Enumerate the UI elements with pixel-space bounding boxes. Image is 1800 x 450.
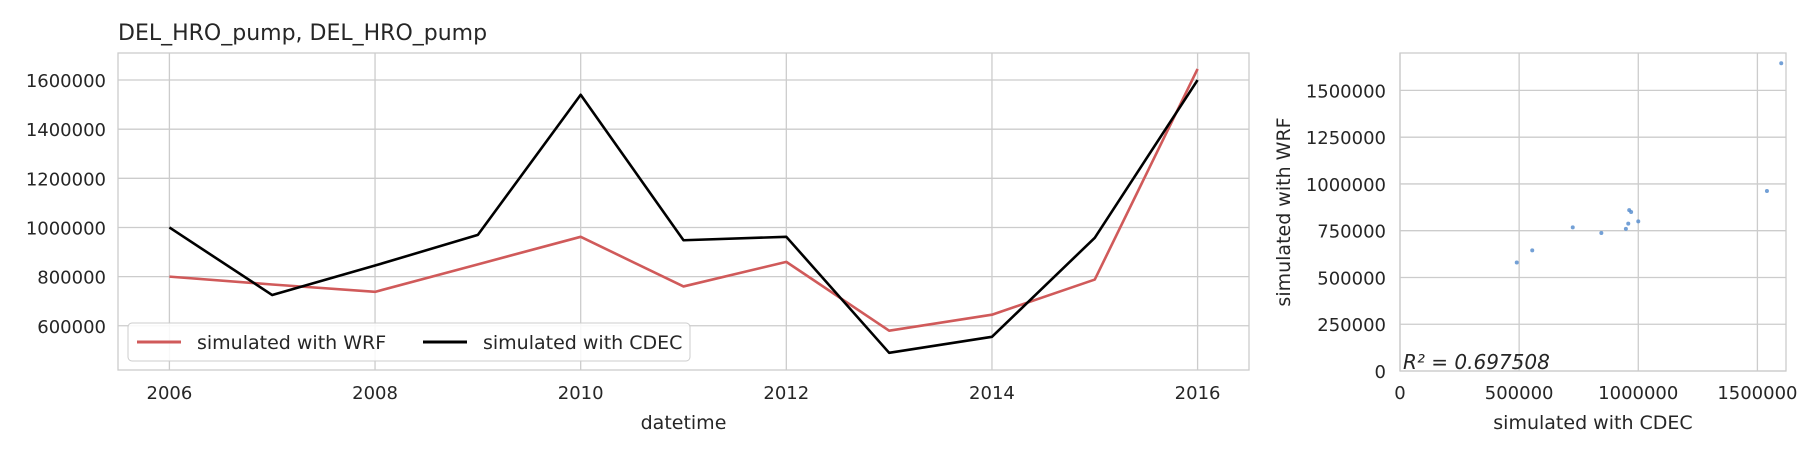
x-tick-label: 2014 [969,383,1015,404]
line-chart: DEL_HRO_pump, DEL_HRO_pump 600000 800000 1… [26,21,1250,434]
y-tick-label: 0 [1375,362,1386,383]
x-tick-label: 0 [1394,383,1405,404]
chart-title: DEL_HRO_pump, DEL_HRO_pump [118,21,487,46]
gridlines-scatter [1399,53,1786,372]
y-tick-label: 800000 [37,268,106,289]
y-tick-labels: 600000 800000 1000000 1200000 1400000 1600000 [26,71,106,338]
scatter-point [1764,189,1769,194]
scatter-point [1599,230,1604,235]
y-tick-labels-scatter: 0 250000 500000 750000 1000000 1250000 1500000 [1306,81,1386,383]
y-axis-label-scatter: simulated with WRF [1273,117,1295,306]
scatter-point [1570,225,1575,230]
x-tick-label: 2010 [558,383,604,404]
scatter-point [1626,221,1631,226]
series-lines [168,68,1199,355]
series-line-cdec [168,79,1199,355]
legend-box [127,322,691,362]
legend-label-wrf: simulated with WRF [197,332,386,354]
x-axis-label-scatter: simulated with CDEC [1493,412,1692,434]
x-tick-label: 500000 [1485,383,1554,404]
x-tick-label: 2012 [763,383,809,404]
x-axis-label: datetime [641,412,727,434]
y-tick-label: 600000 [37,317,106,338]
scatter-chart: 0 250000 500000 750000 1000000 1250000 1500000… [1273,52,1797,434]
scatter-point [1514,260,1519,265]
plot-area [117,52,1250,371]
y-tick-label: 1000000 [26,218,106,239]
y-tick-label: 750000 [1317,222,1386,243]
scatter-point [1530,248,1535,253]
x-tick-label: 1000000 [1598,383,1678,404]
x-tick-label: 2008 [352,383,398,404]
scatter-point [1629,210,1634,214]
scatter-point [1636,219,1641,224]
scatter-point [1779,61,1784,66]
x-tick-label: 2006 [147,383,193,404]
scatter-points [1514,61,1784,265]
y-tick-label: 1500000 [1306,81,1386,102]
legend: simulated with WRF simulated with CDEC [127,322,691,362]
y-tick-label: 1000000 [1306,175,1386,196]
x-tick-label: 2016 [1175,383,1221,404]
y-tick-label: 1400000 [26,120,106,141]
x-tick-labels: 2006 2008 2010 2012 2014 2016 [147,383,1221,404]
y-tick-label: 500000 [1317,268,1386,289]
x-tick-labels-scatter: 0 500000 1000000 1500000 [1394,383,1797,404]
y-tick-label: 1200000 [26,169,106,190]
plot-area-scatter [1399,52,1787,372]
y-tick-label: 1250000 [1306,128,1386,149]
y-tick-label: 1600000 [26,71,106,92]
scatter-point [1623,226,1628,231]
y-tick-label: 250000 [1317,315,1386,336]
gridlines [118,53,1249,370]
x-tick-label: 1500000 [1717,383,1797,404]
legend-label-cdec: simulated with CDEC [483,332,682,354]
r-squared-annotation: R² = 0.697508 [1403,350,1550,374]
